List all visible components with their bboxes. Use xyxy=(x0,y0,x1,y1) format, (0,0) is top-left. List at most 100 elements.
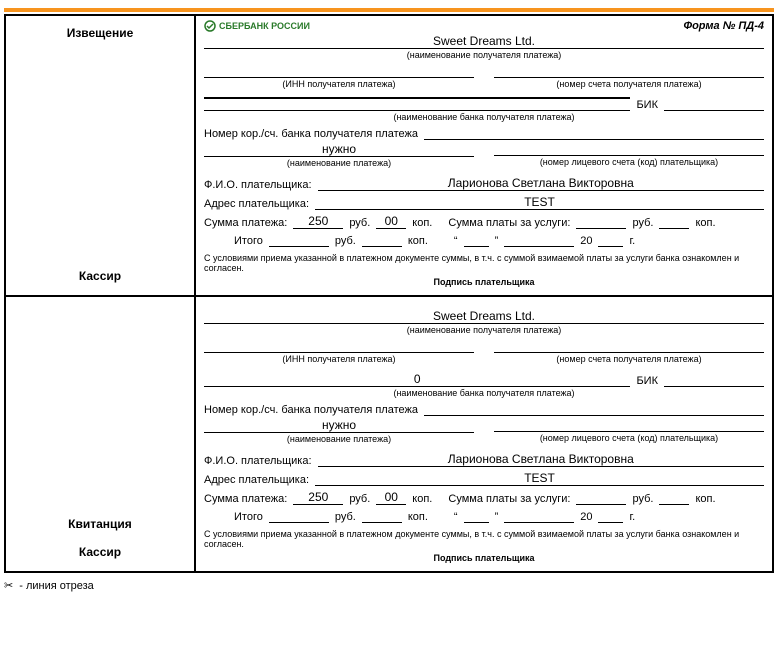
receipt-section: Квитанция Кассир Sweet Dreams Ltd. (наим… xyxy=(6,297,772,571)
bik-field xyxy=(664,97,764,111)
receipt-left-column: Квитанция Кассир xyxy=(6,297,196,571)
rub-label-3: руб. xyxy=(335,235,356,247)
payment-name-field: нужно xyxy=(204,142,474,157)
personal-account-field xyxy=(494,142,764,156)
fee-rub-field-2 xyxy=(576,491,626,505)
address-label: Адрес плательщика: xyxy=(204,198,309,210)
year-suffix-2: г. xyxy=(629,511,635,523)
cashier-label: Кассир xyxy=(6,269,194,283)
personal-account-field-2 xyxy=(494,418,764,432)
bik-field-2 xyxy=(664,373,764,387)
rub-label-1: руб. xyxy=(349,217,370,229)
rub-label-6: руб. xyxy=(335,511,356,523)
total-label: Итого xyxy=(234,235,263,247)
fio-field: Ларионова Светлана Викторовна xyxy=(318,176,764,191)
recipient-caption-2: (наименование получателя платежа) xyxy=(204,325,764,335)
bank-logo-text: СБЕРБАНК РОССИИ xyxy=(219,21,310,31)
cut-line: ✂ - линия отреза xyxy=(4,579,776,592)
fee-kop-field-2 xyxy=(659,491,689,505)
rub-label-5: руб. xyxy=(632,493,653,505)
inn-caption: (ИНН получателя платежа) xyxy=(204,79,474,89)
recv-bank-field xyxy=(204,97,630,111)
address-field: TEST xyxy=(315,195,764,210)
sberbank-icon xyxy=(204,20,216,32)
cut-line-text: - линия отреза xyxy=(19,580,94,592)
date-day-field-2 xyxy=(464,509,489,523)
quote-open-2: “ xyxy=(454,511,458,523)
total-kop-field xyxy=(362,233,402,247)
account-field-2 xyxy=(494,339,764,353)
year-suffix: г. xyxy=(629,235,635,247)
quote-open: “ xyxy=(454,235,458,247)
account-caption: (номер счета получателя платежа) xyxy=(494,79,764,89)
account-caption-2: (номер счета получателя платежа) xyxy=(494,354,764,364)
fio-label: Ф.И.О. плательщика: xyxy=(204,179,312,191)
payment-name-caption-2: (наименование платежа) xyxy=(204,434,474,444)
account-field xyxy=(494,64,764,78)
inn-field-2 xyxy=(204,339,474,353)
sum-kop-field-2: 00 xyxy=(376,490,406,505)
quote-close: ” xyxy=(495,235,499,247)
date-month-field-2 xyxy=(504,509,574,523)
form-number: Форма № ПД-4 xyxy=(684,20,765,32)
payment-name-caption: (наименование платежа) xyxy=(204,158,474,168)
sum-label-2: Сумма платежа: xyxy=(204,493,287,505)
inn-field xyxy=(204,64,474,78)
notice-left-column: Извещение Кассир xyxy=(6,16,196,295)
sum-rub-field: 250 xyxy=(293,214,343,229)
personal-account-caption: (номер лицевого счета (код) плательщика) xyxy=(494,157,764,167)
corr-account-label: Номер кор./сч. банка получателя платежа xyxy=(204,128,418,140)
bik-label-2: БИК xyxy=(636,375,658,387)
corr-account-field-2 xyxy=(424,402,764,416)
date-year-field-2 xyxy=(598,509,623,523)
inn-caption-2: (ИНН получателя платежа) xyxy=(204,354,474,364)
signature-label-2: Подпись плательщика xyxy=(204,553,764,563)
sum-kop-field: 00 xyxy=(376,214,406,229)
signature-label: Подпись плательщика xyxy=(204,277,764,287)
year-prefix-2: 20 xyxy=(580,511,592,523)
rub-label-2: руб. xyxy=(632,217,653,229)
corr-account-label-2: Номер кор./сч. банка получателя платежа xyxy=(204,404,418,416)
notice-right-column: СБЕРБАНК РОССИИ Форма № ПД-4 Sweet Dream… xyxy=(196,16,772,295)
quote-close-2: ” xyxy=(495,511,499,523)
notice-section: Извещение Кассир СБЕРБАНК РОССИИ Форма №… xyxy=(6,16,772,297)
kop-label-1: коп. xyxy=(412,217,432,229)
fio-field-2: Ларионова Светлана Викторовна xyxy=(318,452,764,467)
recipient-field: Sweet Dreams Ltd. xyxy=(204,34,764,49)
date-month-field xyxy=(504,233,574,247)
bank-name-caption: (наименование банка получателя платежа) xyxy=(204,112,764,122)
total-label-2: Итого xyxy=(234,511,263,523)
notice-title: Извещение xyxy=(6,26,194,40)
personal-account-caption-2: (номер лицевого счета (код) плательщика) xyxy=(494,433,764,443)
recipient-field-2: Sweet Dreams Ltd. xyxy=(204,309,764,324)
rub-label-4: руб. xyxy=(349,493,370,505)
address-field-2: TEST xyxy=(315,471,764,486)
kop-label-5: коп. xyxy=(695,493,715,505)
sum-label: Сумма платежа: xyxy=(204,217,287,229)
fee-rub-field xyxy=(576,215,626,229)
payment-name-field-2: нужно xyxy=(204,418,474,433)
cashier-label-2: Кассир xyxy=(6,545,194,559)
year-prefix: 20 xyxy=(580,235,592,247)
fee-kop-field xyxy=(659,215,689,229)
disclaimer-text: С условиями приема указанной в платежном… xyxy=(204,253,764,273)
recipient-caption: (наименование получателя платежа) xyxy=(204,50,764,60)
payment-form: Извещение Кассир СБЕРБАНК РОССИИ Форма №… xyxy=(4,14,774,573)
kop-label-6: коп. xyxy=(408,511,428,523)
top-accent-bar xyxy=(4,8,774,12)
recv-bank-field-2: 0 xyxy=(204,372,630,387)
corr-account-field xyxy=(424,126,764,140)
kop-label-2: коп. xyxy=(695,217,715,229)
fio-label-2: Ф.И.О. плательщика: xyxy=(204,455,312,467)
date-year-field xyxy=(598,233,623,247)
sum-rub-field-2: 250 xyxy=(293,490,343,505)
bik-label: БИК xyxy=(636,99,658,111)
total-rub-field-2 xyxy=(269,509,329,523)
kop-label-4: коп. xyxy=(412,493,432,505)
bank-logo: СБЕРБАНК РОССИИ xyxy=(204,20,310,32)
disclaimer-text-2: С условиями приема указанной в платежном… xyxy=(204,529,764,549)
scissors-icon: ✂ xyxy=(4,579,13,592)
receipt-right-column: Sweet Dreams Ltd. (наименование получате… xyxy=(196,297,772,571)
total-rub-field xyxy=(269,233,329,247)
date-day-field xyxy=(464,233,489,247)
